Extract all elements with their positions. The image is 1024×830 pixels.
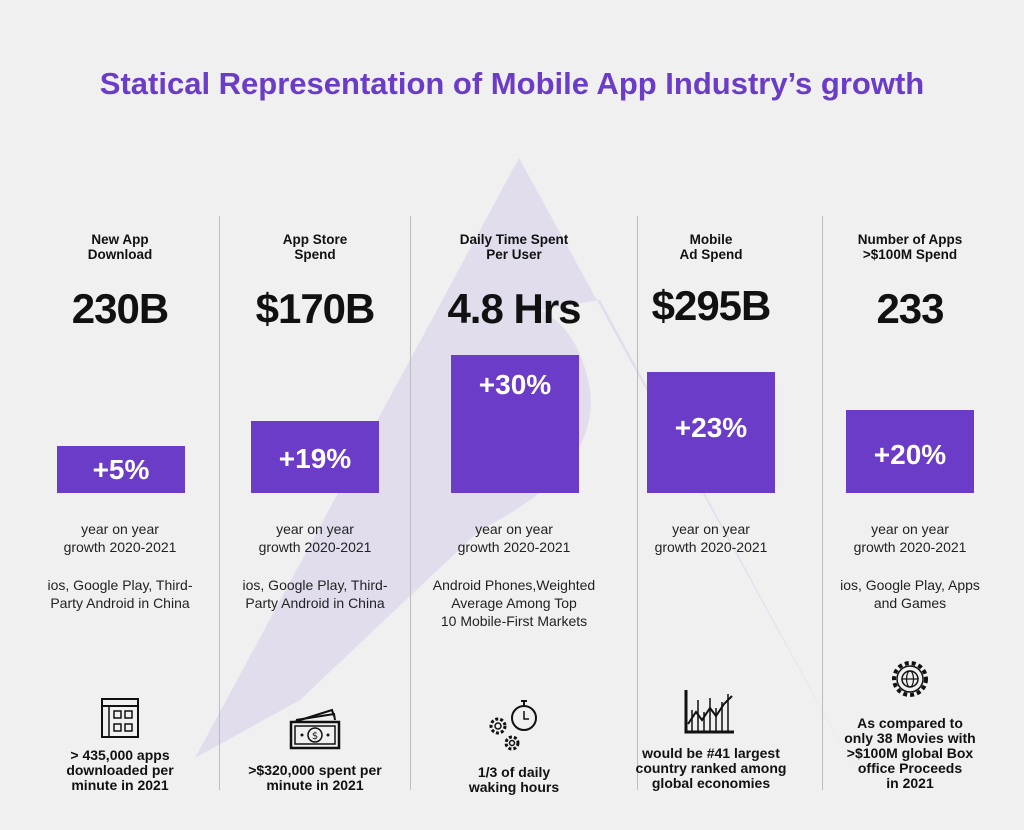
column-divider [637,216,638,790]
stopwatch-gears-icon [489,700,537,751]
fact-text: >$320,000 spent per minute in 2021 [248,762,382,793]
source-note: ios, Google Play, Third- Party Android in… [242,577,388,611]
growth-bar: +20% [846,410,974,493]
stat-label: Mobile Ad Spend [679,232,743,262]
stat-value: 233 [876,285,944,332]
stat-column-daily-time-spent: Daily Time Spent Per User 4.8 Hrs +30% ye… [414,0,614,830]
stat-value: 230B [71,285,169,332]
stat-column-new-app-download: New App Download 230B +5% year on year gro… [20,0,220,830]
growth-bar: +19% [251,421,379,493]
source-note: Android Phones,Weighted Average Among Top… [432,577,596,629]
stat-label: Daily Time Spent Per User [459,232,569,262]
stat-column-app-store-spend: App Store Spend $170B +19% year on year gr… [215,0,415,830]
fact-text: > 435,000 apps downloaded per minute in 20… [66,747,174,793]
money-bills-icon: $ [289,708,341,750]
growth-bar: +5% [57,446,185,493]
source-note: ios, Google Play, Apps and Games [840,577,980,611]
app-grid-window-icon [101,698,139,738]
yoy-text: year on year growth 2020-2021 [457,521,571,555]
stat-label: App Store Spend [282,232,348,262]
yoy-text: year on year growth 2020-2021 [258,521,372,555]
stat-label: Number of Apps >$100M Spend [857,232,963,262]
fact-text: would be #41 largest country ranked among… [635,745,787,791]
column-divider [219,216,220,790]
growth-bar: +30% [451,355,579,493]
stock-chart-icon [684,690,734,734]
stat-column-apps-over-100m: Number of Apps >$100M Spend 233 +20% year… [810,0,1010,830]
stat-column-mobile-ad-spend: Mobile Ad Spend $295B +23% year on year gr… [611,0,811,830]
svg-text:$: $ [312,731,318,742]
column-divider [822,216,823,790]
page-title: Statical Representation of Mobile App In… [99,66,925,101]
stat-value: 4.8 Hrs [447,285,581,332]
stat-value: $295B [651,282,772,329]
stat-value: $170B [255,285,376,332]
fact-text: 1/3 of daily waking hours [468,764,560,795]
yoy-text: year on year growth 2020-2021 [654,521,768,555]
yoy-text: year on year growth 2020-2021 [853,521,967,555]
globe-gear-icon [892,661,928,697]
source-note: ios, Google Play, Third- Party Android in… [47,577,193,611]
fact-text: As compared to only 38 Movies with >$100M … [844,715,976,791]
column-divider [410,216,411,790]
yoy-text: year on year growth 2020-2021 [63,521,177,555]
growth-bar: +23% [647,372,775,493]
stat-label: New App Download [87,232,153,262]
